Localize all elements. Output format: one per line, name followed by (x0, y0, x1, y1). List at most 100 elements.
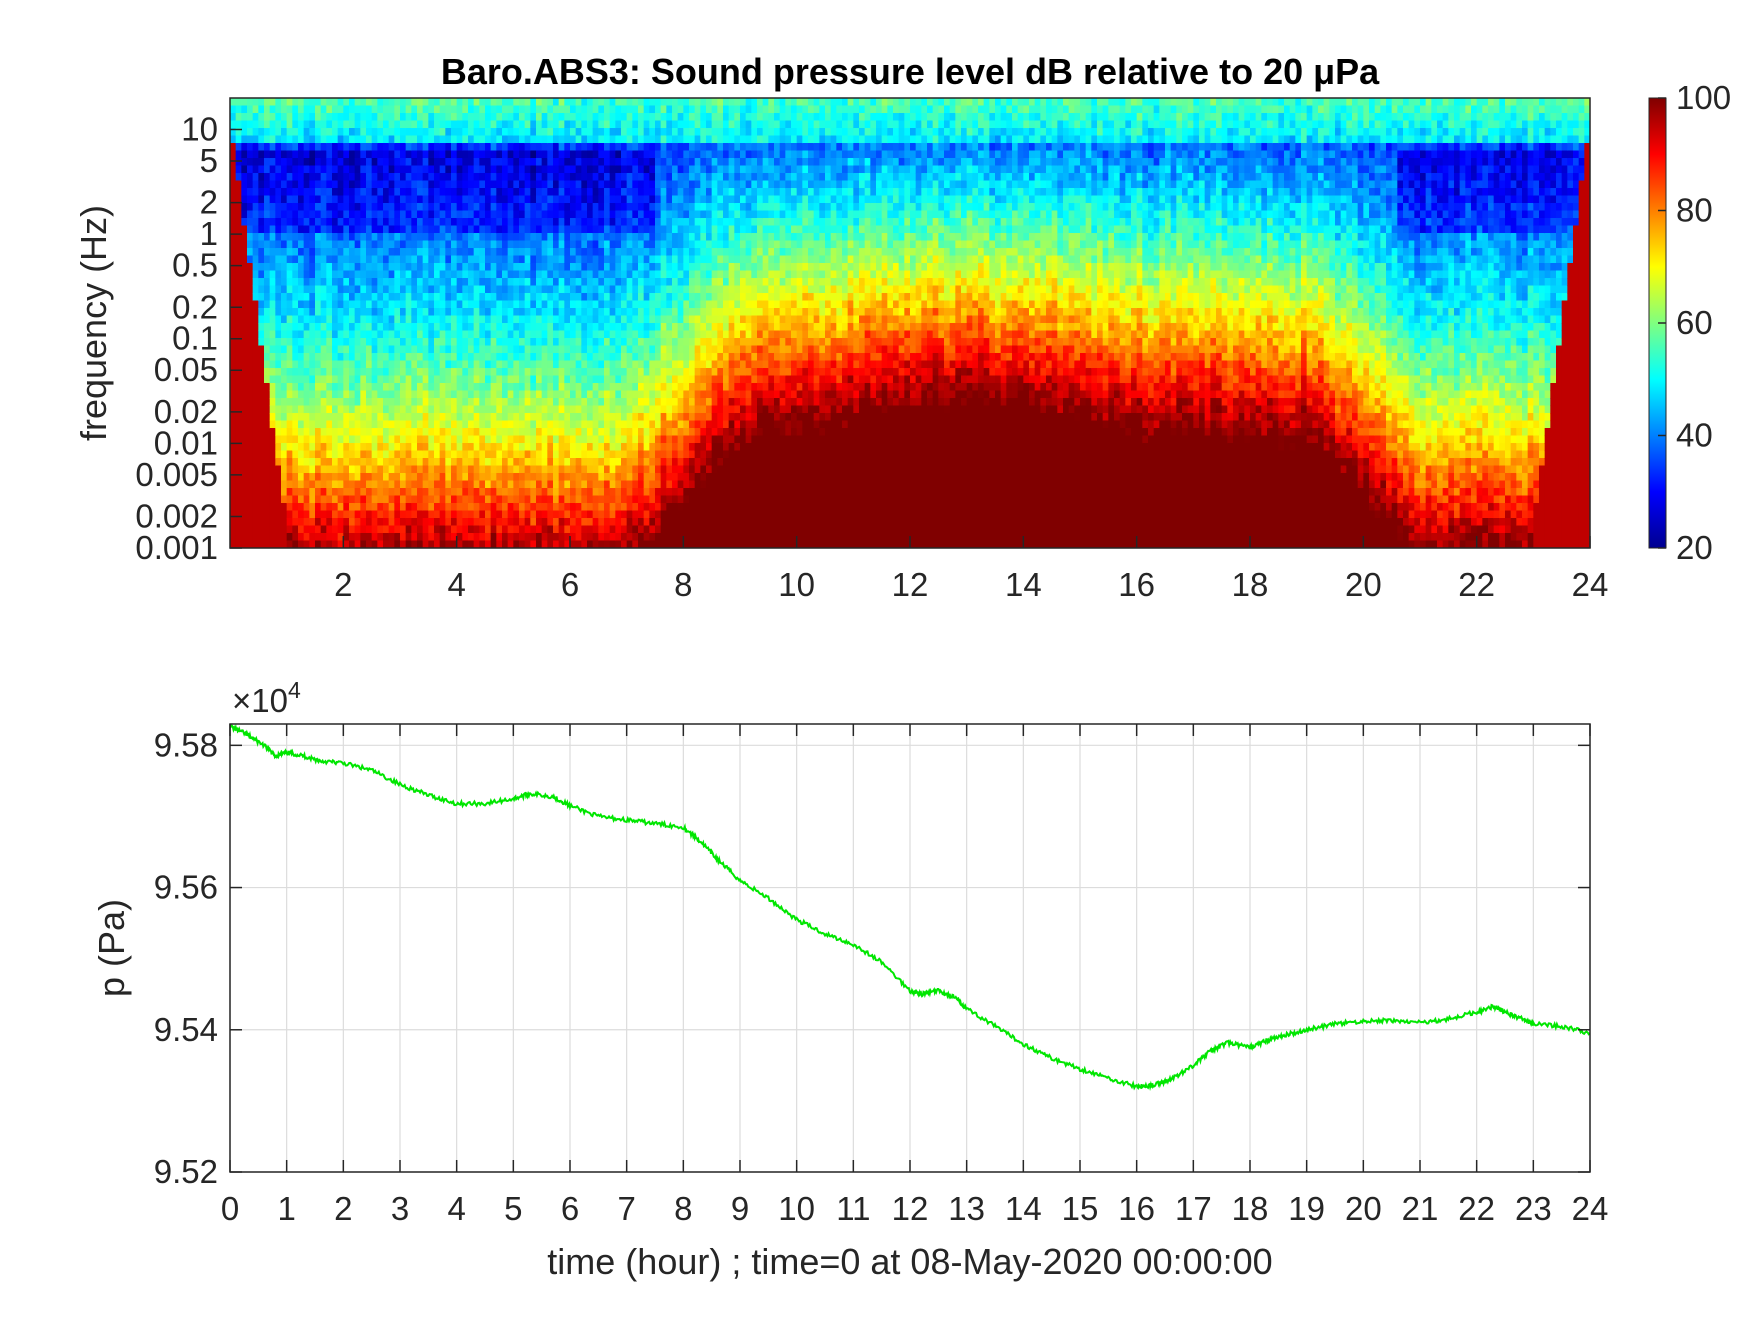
spectrogram-cell (451, 255, 458, 264)
spectrogram-cell (547, 150, 554, 159)
spectrogram-cell (496, 225, 503, 234)
spectrogram-cell (320, 353, 327, 362)
spectrogram-cell (417, 128, 424, 137)
spectrogram-cell (649, 248, 656, 257)
spectrogram-cell (462, 540, 469, 548)
spectrogram-cell (269, 368, 276, 377)
spectrogram-cell (592, 128, 599, 137)
spectrogram-cell (434, 518, 441, 527)
spectrogram-cell (303, 105, 310, 114)
spectrogram-cell (405, 188, 412, 197)
spectrogram-cell (626, 105, 633, 114)
spectrogram-cell (315, 488, 322, 497)
spectrogram-cell (530, 180, 537, 189)
spectrogram-cell (405, 120, 412, 129)
spectrogram-cell (502, 188, 509, 197)
spectrogram-cell (337, 428, 344, 437)
spectrogram-cell (247, 360, 254, 369)
spectrogram-cell (490, 150, 497, 159)
spectrogram-cell (666, 135, 673, 144)
spectrogram-cell (547, 135, 554, 144)
spectrogram-cell (672, 390, 679, 399)
spectrogram-cell (643, 150, 650, 159)
spectrogram-cell (655, 248, 662, 257)
spectrogram-cell (388, 413, 395, 422)
spectrogram-cell (694, 375, 701, 384)
spectrogram-cell (570, 158, 577, 167)
spectrogram-cell (609, 443, 616, 452)
spectrogram-cell (241, 128, 248, 137)
spectrogram-cell (264, 480, 271, 489)
spectrogram-cell (281, 413, 288, 422)
spectrogram-cell (383, 105, 390, 114)
spectrogram-cell (281, 113, 288, 122)
spectrogram-cell (621, 248, 628, 257)
spectrogram-cell (536, 323, 543, 332)
spectrogram-cell (462, 360, 469, 369)
spectrogram-cell (422, 285, 429, 294)
spectrogram-cell (672, 263, 679, 272)
spectrogram-cell (320, 218, 327, 227)
spectrogram-cell (677, 308, 684, 317)
spectrogram-cell (513, 503, 520, 512)
spectrogram-cell (655, 300, 662, 309)
spectrogram-cell (309, 270, 316, 279)
spectrogram-cell (564, 540, 571, 548)
spectrogram-cell (235, 158, 242, 167)
spectrogram-cell (536, 293, 543, 302)
spectrogram-cell (252, 390, 259, 399)
spectrogram-cell (660, 278, 667, 287)
spectrogram-cell (286, 120, 293, 129)
spectrogram-cell (609, 353, 616, 362)
spectrogram-cell (377, 300, 384, 309)
spectrogram-cell (621, 120, 628, 129)
spectrogram-cell (468, 390, 475, 399)
spectrogram-cell (366, 285, 373, 294)
spectrogram-cell (694, 278, 701, 287)
spectrogram-cell (507, 308, 514, 317)
spectrogram-cell (655, 128, 662, 137)
spectrogram-cell (558, 165, 565, 174)
spectrogram-cell (275, 128, 282, 137)
spectrogram-cell (343, 533, 350, 542)
spectrogram-cell (349, 218, 356, 227)
spectrogram-cell (473, 345, 480, 354)
spectrogram-cell (660, 195, 667, 204)
spectrogram-cell (660, 120, 667, 129)
spectrogram-cell (451, 465, 458, 474)
spectrogram-cell (626, 210, 633, 219)
spectrogram-cell (479, 113, 486, 122)
spectrogram-cell (230, 540, 237, 548)
spectrogram-cell (609, 120, 616, 129)
spectrogram-cell (598, 158, 605, 167)
spectrogram-cell (298, 255, 305, 264)
spectrogram-cell (445, 180, 452, 189)
spectrogram-cell (303, 488, 310, 497)
spectrogram-cell (349, 143, 356, 152)
spectrogram-cell (683, 465, 690, 474)
spectrogram-cell (558, 128, 565, 137)
spectrogram-cell (485, 278, 492, 287)
spectrogram-cell (632, 150, 639, 159)
spectrogram-cell (258, 173, 265, 182)
spectrogram-cell (309, 293, 316, 302)
spectrogram-cell (349, 383, 356, 392)
spectrogram-cell (643, 368, 650, 377)
spectrogram-cell (462, 525, 469, 534)
spectrogram-cell (649, 495, 656, 504)
spectrogram-cell (502, 278, 509, 287)
spectrogram-cell (490, 173, 497, 182)
spectrogram-cell (575, 428, 582, 437)
spectrogram-cell (388, 128, 395, 137)
spectrogram-cell (660, 383, 667, 392)
spectrogram-cell (422, 518, 429, 527)
spectrogram-cell (292, 150, 299, 159)
spectrogram-cell (558, 540, 565, 548)
spectrogram-cell (468, 135, 475, 144)
spectrogram-cell (309, 285, 316, 294)
spectrogram-cell (632, 173, 639, 182)
spectrogram-cell (609, 525, 616, 534)
spectrogram-cell (530, 390, 537, 399)
spectrogram-cell (286, 420, 293, 429)
spectrogram-cell (400, 323, 407, 332)
